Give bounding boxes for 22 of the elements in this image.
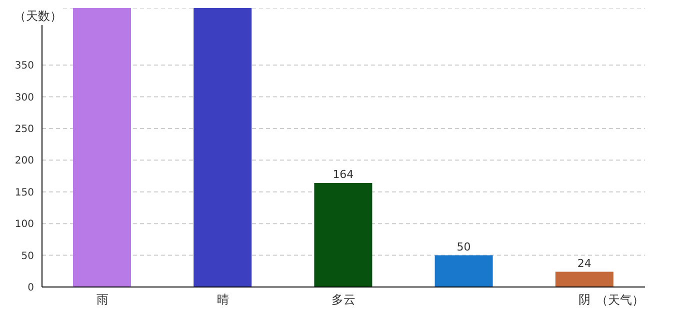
data-label: 164 [332, 168, 354, 182]
x-tick-label: 晴 [216, 292, 229, 307]
y-tick-label: 350 [14, 60, 34, 72]
bar [194, 8, 252, 287]
y-tick-label: 150 [14, 187, 34, 198]
y-tick-label: 0 [28, 282, 34, 294]
bar [314, 183, 372, 287]
bar [434, 255, 493, 287]
y-tick-label: 200 [14, 156, 34, 167]
x-tick-label: 雨 [96, 292, 108, 307]
x-tick-label: 阴 [578, 292, 591, 307]
data-label: 50 [456, 240, 471, 254]
y-tick-label: 300 [14, 92, 34, 104]
bar [555, 272, 614, 287]
data-label: 24 [577, 256, 592, 270]
y-tick-label: 50 [21, 250, 34, 262]
y-tick-label: 100 [14, 219, 34, 230]
x-axis-title: （天气） [596, 292, 644, 309]
bar [73, 8, 131, 287]
y-axis-title: （天数） [14, 8, 62, 25]
x-tick-label: 多云 [332, 292, 356, 307]
y-tick-label: 250 [14, 124, 34, 136]
